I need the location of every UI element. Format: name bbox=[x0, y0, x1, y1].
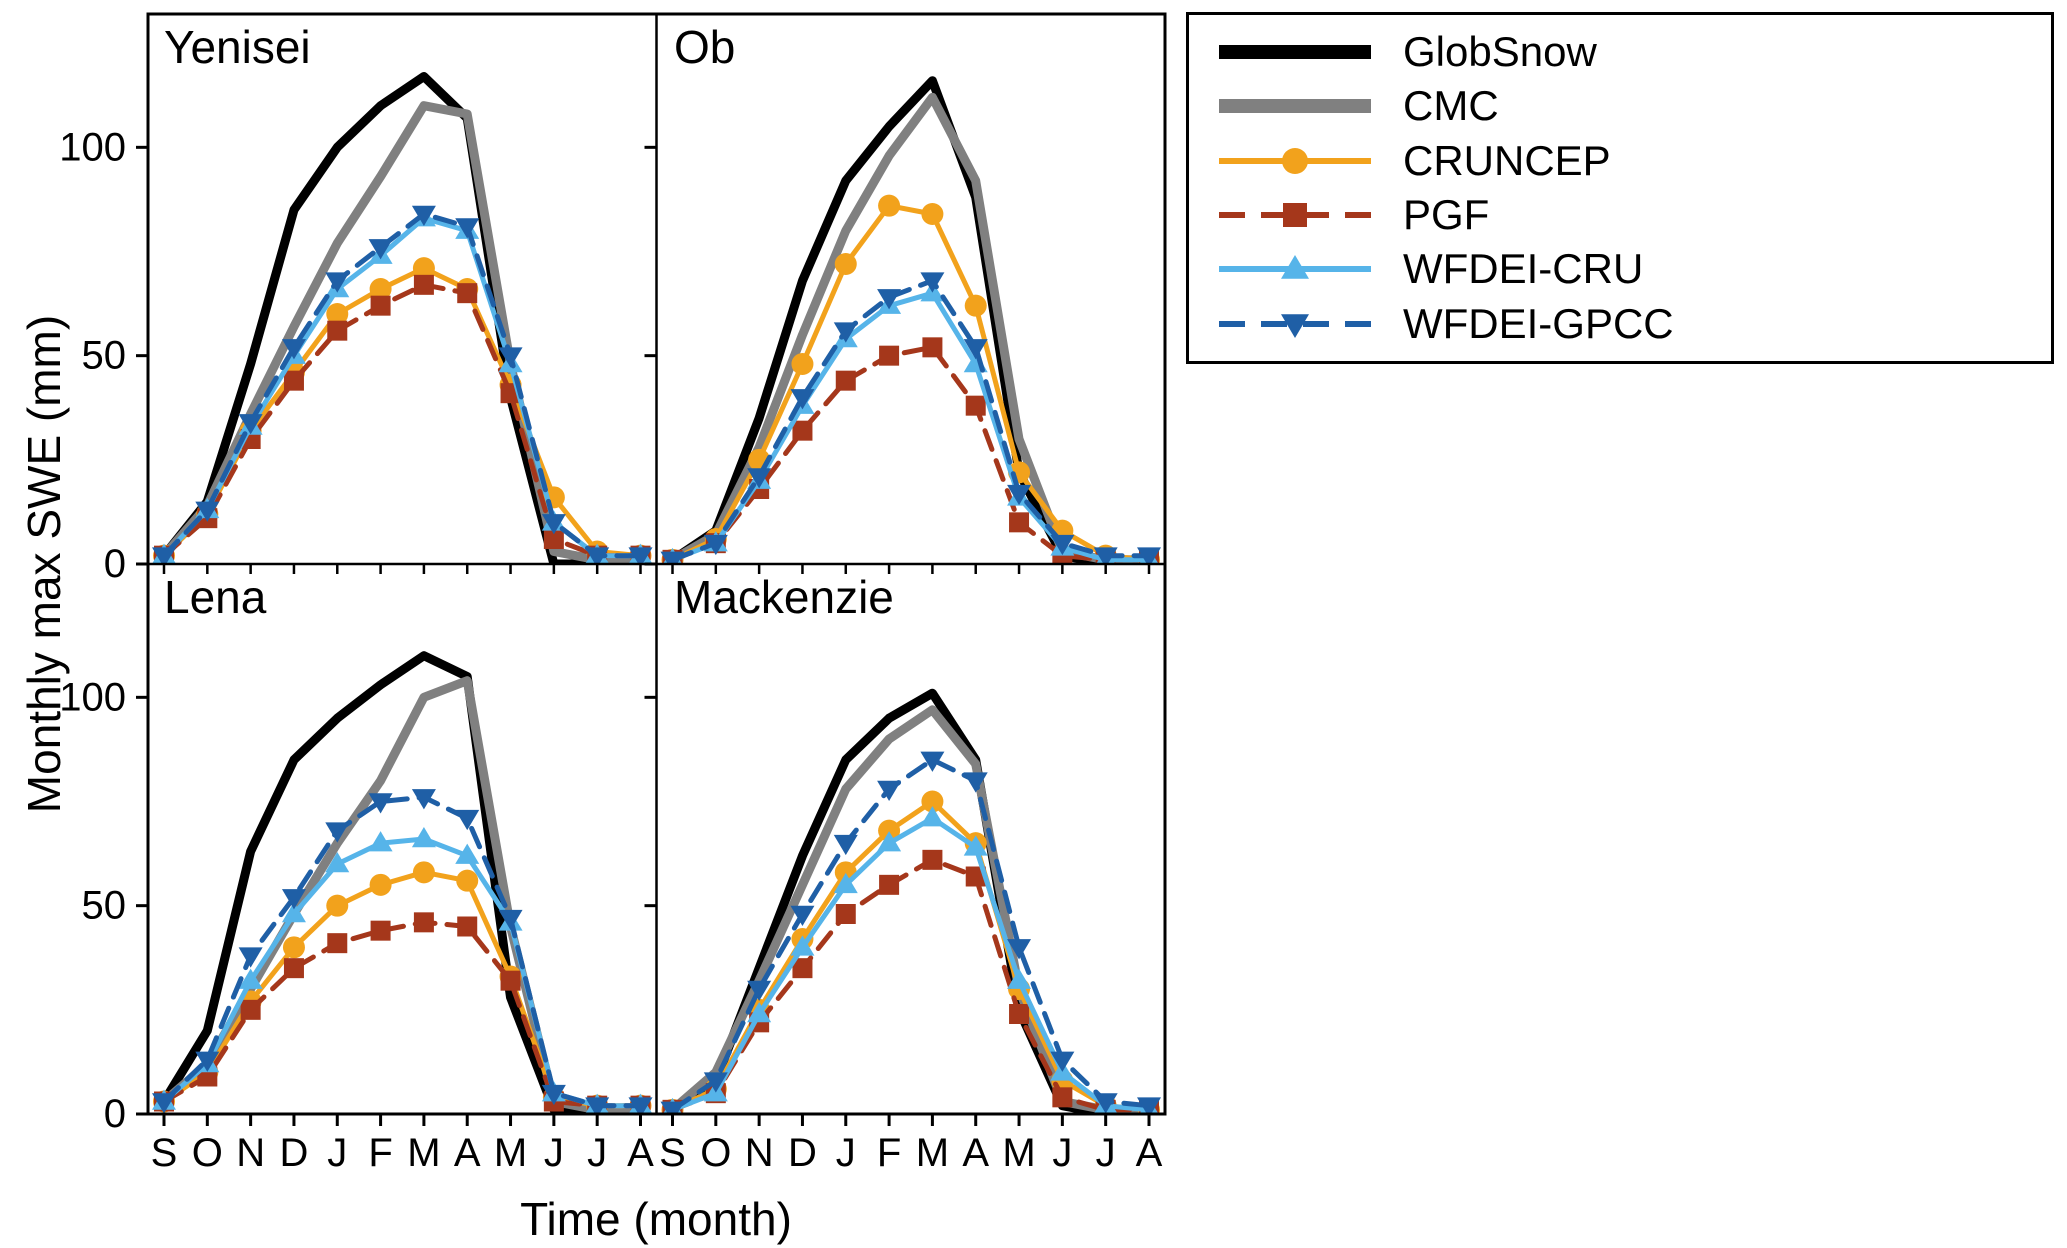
legend-item-wfdei-cru: WFDEI-CRU bbox=[1215, 245, 2025, 293]
x-axis-label: Time (month) bbox=[520, 1193, 792, 1245]
series-markers-cruncep bbox=[153, 257, 652, 564]
legend-sample-wfdei-gpcc bbox=[1219, 314, 1371, 338]
series-markers-wfdei-cru bbox=[662, 806, 1159, 1114]
series-line-wfdei-gpcc bbox=[161, 211, 643, 559]
x-tick-label: S bbox=[151, 1131, 178, 1175]
x-tick-label: A bbox=[627, 1131, 654, 1175]
legend-label-cmc: CMC bbox=[1403, 82, 1499, 130]
x-tick-label: J bbox=[836, 1131, 856, 1175]
panel-title-mackenzie: Mackenzie bbox=[674, 571, 894, 623]
x-tick-label: F bbox=[368, 1131, 392, 1175]
x-tick-label: J bbox=[587, 1131, 607, 1175]
series-line-wfdei-cru bbox=[670, 815, 1152, 1113]
x-tick-label: D bbox=[788, 1131, 817, 1175]
y-tick-label: 50 bbox=[82, 334, 127, 378]
legend-label-wfdei-cru: WFDEI-CRU bbox=[1403, 245, 1644, 293]
legend-item-wfdei-gpcc: WFDEI-GPCC bbox=[1215, 300, 2025, 348]
series-line-wfdei-gpcc bbox=[161, 794, 643, 1109]
x-tick-label: M bbox=[494, 1131, 527, 1175]
legend-item-pgf: PGF bbox=[1215, 191, 2025, 239]
legend-sample-cruncep bbox=[1219, 147, 1371, 174]
legend-sample-cmc bbox=[1219, 99, 1371, 114]
series-line-pgf bbox=[161, 282, 643, 559]
series-markers-wfdei-gpcc bbox=[660, 751, 1161, 1114]
series-markers-pgf bbox=[662, 337, 1159, 564]
panel-mackenzie bbox=[660, 688, 1161, 1114]
series-line-globsnow bbox=[159, 72, 645, 564]
series-line-cmc bbox=[159, 101, 645, 564]
series-markers-cruncep bbox=[661, 790, 1160, 1114]
x-tick-label: J bbox=[327, 1131, 347, 1175]
panel-ob bbox=[660, 76, 1161, 564]
x-tick-label: A bbox=[454, 1131, 481, 1175]
x-tick-label: F bbox=[877, 1131, 901, 1175]
series-line-cruncep bbox=[670, 799, 1152, 1113]
legend-sample-pgf bbox=[1219, 203, 1371, 228]
legend-label-wfdei-gpcc: WFDEI-GPCC bbox=[1403, 299, 1674, 347]
x-tick-label: S bbox=[659, 1131, 686, 1175]
legend-label-pgf: PGF bbox=[1403, 191, 1490, 239]
y-tick-label: 50 bbox=[82, 884, 127, 928]
panel-yenisei bbox=[152, 72, 653, 564]
x-tick-label: A bbox=[1136, 1131, 1163, 1175]
legend-sample-globsnow bbox=[1219, 45, 1371, 60]
legend-label-cruncep: CRUNCEP bbox=[1403, 136, 1611, 184]
legend-item-globsnow: GlobSnow bbox=[1215, 28, 2025, 76]
x-tick-label: O bbox=[700, 1131, 731, 1175]
series-markers-wfdei-gpcc bbox=[660, 272, 1161, 564]
panel-title-yenisei: Yenisei bbox=[164, 21, 311, 73]
y-tick-label: 100 bbox=[59, 675, 126, 719]
x-tick-label: M bbox=[916, 1131, 949, 1175]
series-line-wfdei-gpcc bbox=[670, 278, 1152, 563]
series-markers-wfdei-cru bbox=[152, 827, 653, 1114]
series-markers-cruncep bbox=[153, 861, 652, 1114]
series-line-wfdei-gpcc bbox=[670, 757, 1152, 1113]
series-markers-wfdei-cru bbox=[152, 206, 653, 564]
panel-title-ob: Ob bbox=[674, 21, 736, 73]
y-tick-label: 100 bbox=[59, 125, 126, 169]
legend: GlobSnow CMC CRUNCEP PGF WFDEI-CRU WFDEI… bbox=[1186, 12, 2054, 364]
x-tick-label: N bbox=[745, 1131, 774, 1175]
x-tick-label: N bbox=[236, 1131, 265, 1175]
y-tick-label: 0 bbox=[104, 542, 126, 586]
x-tick-label: J bbox=[544, 1131, 564, 1175]
x-tick-label: O bbox=[192, 1131, 223, 1175]
panel-lena bbox=[152, 651, 653, 1114]
x-tick-label: A bbox=[962, 1131, 989, 1175]
y-axis-label: Monthly max SWE (mm) bbox=[18, 314, 70, 814]
legend-item-cruncep: CRUNCEP bbox=[1215, 137, 2025, 185]
x-tick-label: J bbox=[1096, 1131, 1116, 1175]
panel-title-lena: Lena bbox=[164, 571, 267, 623]
series-markers-wfdei-gpcc bbox=[152, 789, 653, 1114]
series-markers-wfdei-cru bbox=[662, 281, 1159, 564]
legend-item-cmc: CMC bbox=[1215, 82, 2025, 130]
x-tick-label: M bbox=[1002, 1131, 1035, 1175]
x-tick-label: J bbox=[1052, 1131, 1072, 1175]
series-line-wfdei-cru bbox=[161, 215, 643, 559]
x-tick-label: M bbox=[407, 1131, 440, 1175]
legend-sample-wfdei-cru bbox=[1219, 255, 1371, 280]
y-tick-label: 0 bbox=[104, 1092, 126, 1136]
series-line-globsnow bbox=[159, 651, 645, 1114]
legend-label-globsnow: GlobSnow bbox=[1403, 28, 1597, 76]
series-markers-wfdei-gpcc bbox=[152, 205, 653, 564]
x-tick-label: D bbox=[280, 1131, 309, 1175]
series-line-wfdei-cru bbox=[670, 290, 1152, 563]
